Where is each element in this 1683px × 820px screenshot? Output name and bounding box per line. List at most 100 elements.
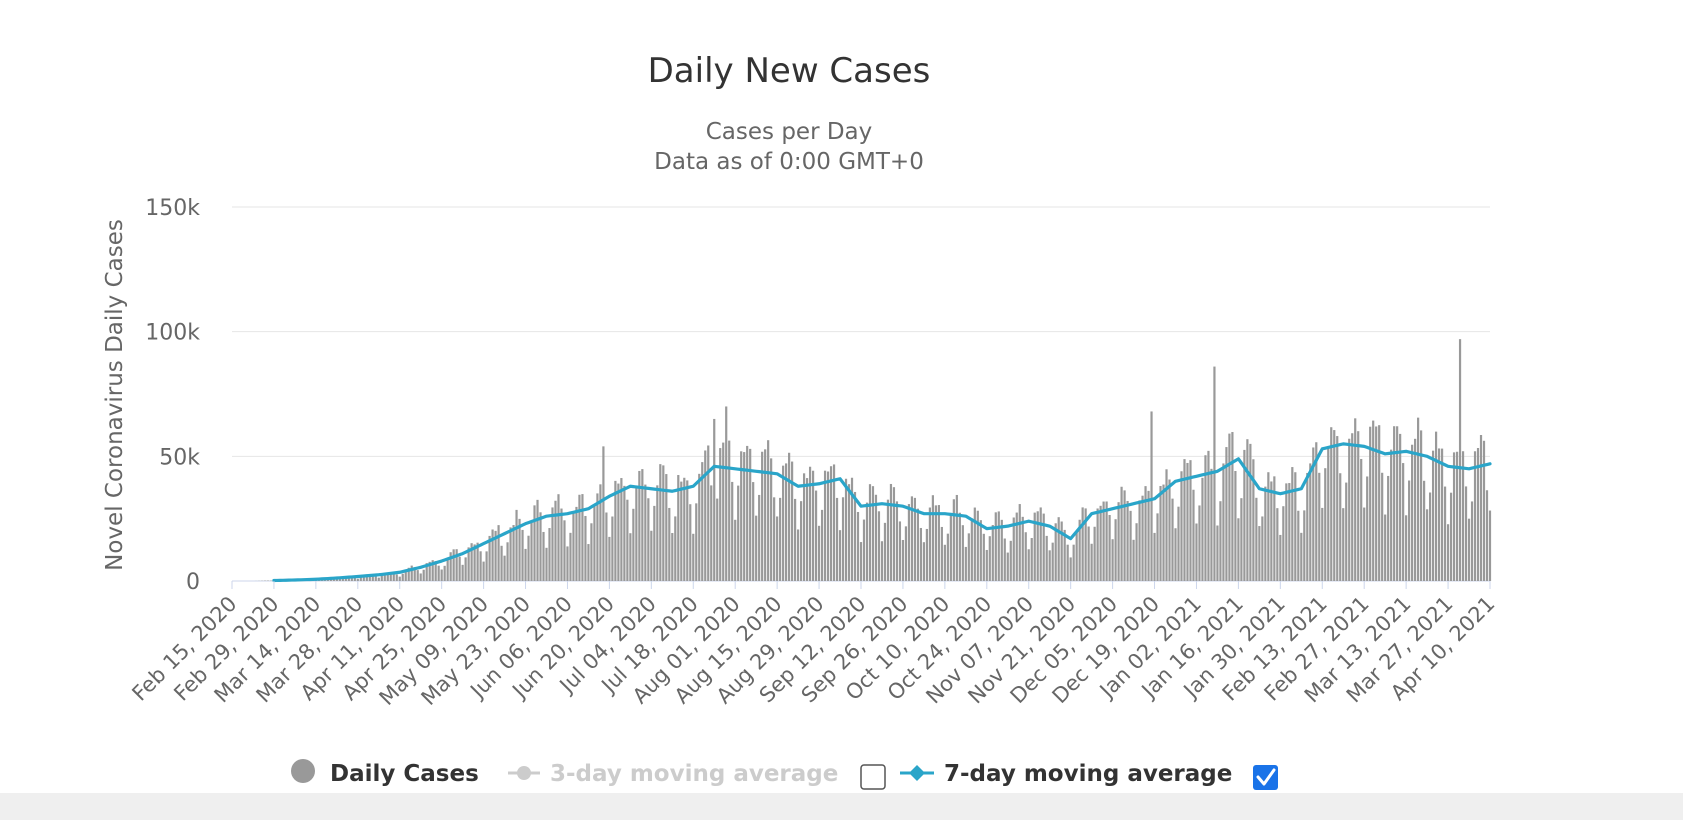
daily-case-bar xyxy=(946,533,949,581)
daily-case-bar xyxy=(838,530,842,581)
daily-case-bar xyxy=(578,494,581,581)
daily-case-bar xyxy=(689,504,692,581)
daily-case-bar xyxy=(1162,484,1165,581)
daily-case-bar xyxy=(617,483,620,581)
daily-case-bar xyxy=(1348,438,1351,581)
daily-case-bar xyxy=(1186,462,1189,581)
daily-case-bar xyxy=(671,533,674,581)
daily-case-bar xyxy=(740,451,743,581)
daily-case-bar xyxy=(437,565,440,581)
daily-case-bar xyxy=(479,551,482,581)
daily-case-bar xyxy=(988,536,991,581)
daily-case-bar xyxy=(1105,501,1108,581)
daily-case-bar xyxy=(713,418,716,581)
daily-case-bar xyxy=(518,518,521,581)
daily-case-bar xyxy=(1366,476,1369,581)
daily-case-bar xyxy=(722,442,725,581)
daily-case-bar xyxy=(1102,501,1105,581)
daily-case-bar xyxy=(509,527,512,581)
daily-case-bar xyxy=(392,571,395,581)
daily-case-bar xyxy=(1126,500,1129,581)
daily-case-bar xyxy=(791,461,794,581)
legend-item-daily-cases[interactable]: Daily Cases xyxy=(291,759,479,787)
daily-case-bar xyxy=(746,445,749,581)
daily-case-bar xyxy=(1087,526,1090,581)
daily-case-bar xyxy=(1093,526,1096,581)
daily-case-bar xyxy=(1423,480,1426,581)
checkmark-icon xyxy=(1256,768,1276,786)
legend-item-3-day-average[interactable]: 3-day moving average xyxy=(508,761,838,787)
daily-case-bar xyxy=(1201,477,1204,581)
daily-case-bar xyxy=(389,572,392,581)
daily-case-bar xyxy=(359,576,362,581)
daily-case-bar xyxy=(656,485,659,581)
daily-case-bar xyxy=(551,507,554,581)
daily-case-bar xyxy=(1111,539,1114,581)
daily-case-bar xyxy=(515,509,518,581)
daily-case-bar xyxy=(1138,500,1141,581)
daily-case-bar xyxy=(1297,510,1300,581)
daily-case-bar xyxy=(1132,539,1135,581)
checkbox-3-day-average[interactable] xyxy=(860,764,886,790)
chart-subtitle-line-2: Data as of 0:00 GMT+0 xyxy=(654,149,924,175)
daily-case-bar xyxy=(1396,426,1399,581)
legend-symbol-daily-cases xyxy=(291,759,315,783)
daily-case-bar xyxy=(1461,451,1465,581)
daily-case-bar xyxy=(1225,447,1228,581)
daily-case-bar xyxy=(1120,486,1123,581)
daily-case-bar xyxy=(338,578,341,581)
daily-case-bar xyxy=(1036,511,1039,581)
daily-case-bar xyxy=(1315,442,1318,581)
daily-case-bar xyxy=(371,574,374,581)
daily-case-bar xyxy=(593,506,596,581)
daily-case-bar xyxy=(554,500,557,581)
daily-case-bar xyxy=(575,506,578,581)
daily-case-bar xyxy=(560,508,563,581)
daily-case-bar xyxy=(832,464,836,581)
daily-case-bar xyxy=(638,470,641,581)
daily-case-bar xyxy=(728,440,731,581)
daily-case-bar xyxy=(446,558,449,581)
daily-case-bar xyxy=(964,546,967,581)
daily-case-bar xyxy=(785,463,788,581)
checkbox-7-day-average[interactable] xyxy=(1253,765,1278,790)
daily-case-bar xyxy=(452,549,455,581)
daily-case-bar xyxy=(934,505,937,581)
daily-case-bar xyxy=(1090,543,1093,581)
daily-case-bar xyxy=(1204,455,1207,581)
daily-case-bar xyxy=(548,528,551,581)
legend: Daily Cases 3-day moving average 7-day m… xyxy=(291,759,1278,790)
daily-case-bar xyxy=(596,493,599,581)
daily-case-bar xyxy=(692,533,695,581)
daily-case-bar xyxy=(1333,430,1336,581)
daily-case-bar xyxy=(1282,506,1285,581)
daily-case-bar xyxy=(395,574,398,581)
daily-case-bar xyxy=(1069,557,1072,581)
daily-case-bar xyxy=(1393,426,1396,581)
daily-case-bar xyxy=(1482,440,1486,581)
daily-case-bar xyxy=(1072,544,1075,581)
daily-case-bar xyxy=(1003,538,1006,581)
legend-label-7-day-average: 7-day moving average xyxy=(944,761,1232,787)
daily-case-bar xyxy=(823,470,827,581)
daily-case-bar xyxy=(919,527,923,581)
daily-case-bar xyxy=(976,510,979,581)
daily-case-bar xyxy=(626,499,629,581)
legend-item-7-day-average[interactable]: 7-day moving average xyxy=(900,761,1232,787)
daily-case-bar xyxy=(335,579,338,581)
daily-case-bar xyxy=(1428,492,1432,581)
daily-case-bar xyxy=(743,452,746,581)
legend-diamond-icon xyxy=(909,765,925,781)
daily-case-bar xyxy=(1372,420,1375,581)
daily-case-bar xyxy=(883,522,887,581)
y-tick-label: 150k xyxy=(145,196,200,221)
daily-case-bar xyxy=(368,574,371,581)
daily-case-bar xyxy=(668,507,671,581)
daily-case-bar xyxy=(1437,448,1441,581)
daily-case-bar xyxy=(1378,425,1381,581)
daily-case-bar xyxy=(1363,507,1366,581)
daily-case-bar xyxy=(683,477,686,581)
daily-case-bar xyxy=(1171,498,1174,581)
daily-case-bar xyxy=(1488,510,1492,581)
